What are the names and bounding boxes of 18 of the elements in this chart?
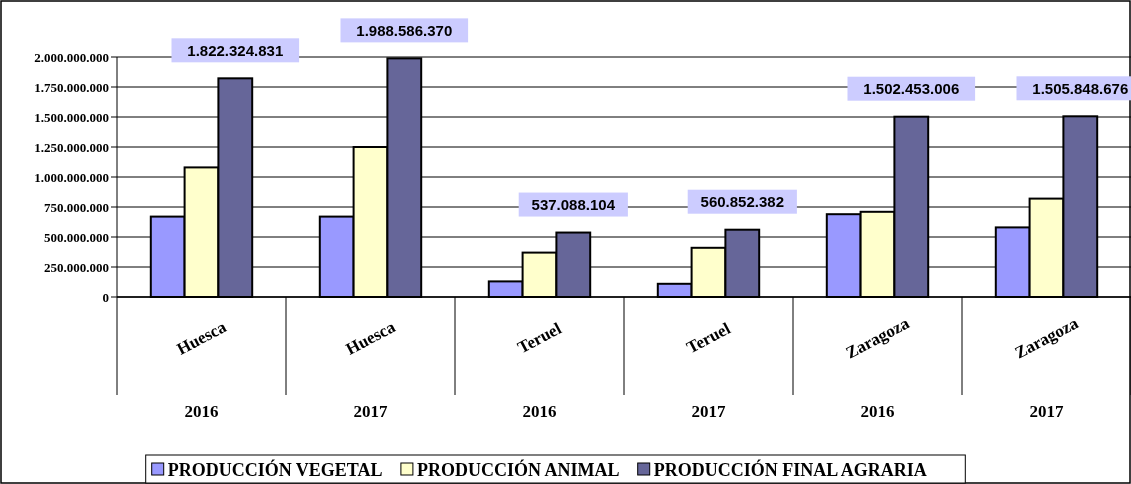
data-label: 1.988.586.370 [356,21,453,39]
data-label: 1.502.453.006 [863,80,960,98]
legend-label: PRODUCCIÓN ANIMAL [416,459,620,480]
y-tick-label: 250.000.000 [44,259,109,275]
y-tick-label: 1.250.000.000 [34,139,109,155]
legend-label: PRODUCCIÓN FINAL AGRARIA [653,459,927,480]
y-tick-label: 0 [102,289,109,305]
data-label: 560.852.382 [700,193,785,211]
legend-label: PRODUCCIÓN VEGETAL [167,459,383,480]
data-label: 1.822.324.831 [187,41,284,59]
data-label: 1.505.848.676 [1032,79,1129,97]
data-label: 537.088.104 [531,196,616,214]
y-tick-label: 750.000.000 [44,199,109,215]
y-tick-label: 2.000.000.000 [34,49,109,65]
y-tick-label: 1.500.000.000 [34,109,109,125]
y-tick-label: 500.000.000 [44,229,109,245]
y-tick-label: 1.750.000.000 [34,79,109,95]
y-tick-label: 1.000.000.000 [34,169,109,185]
